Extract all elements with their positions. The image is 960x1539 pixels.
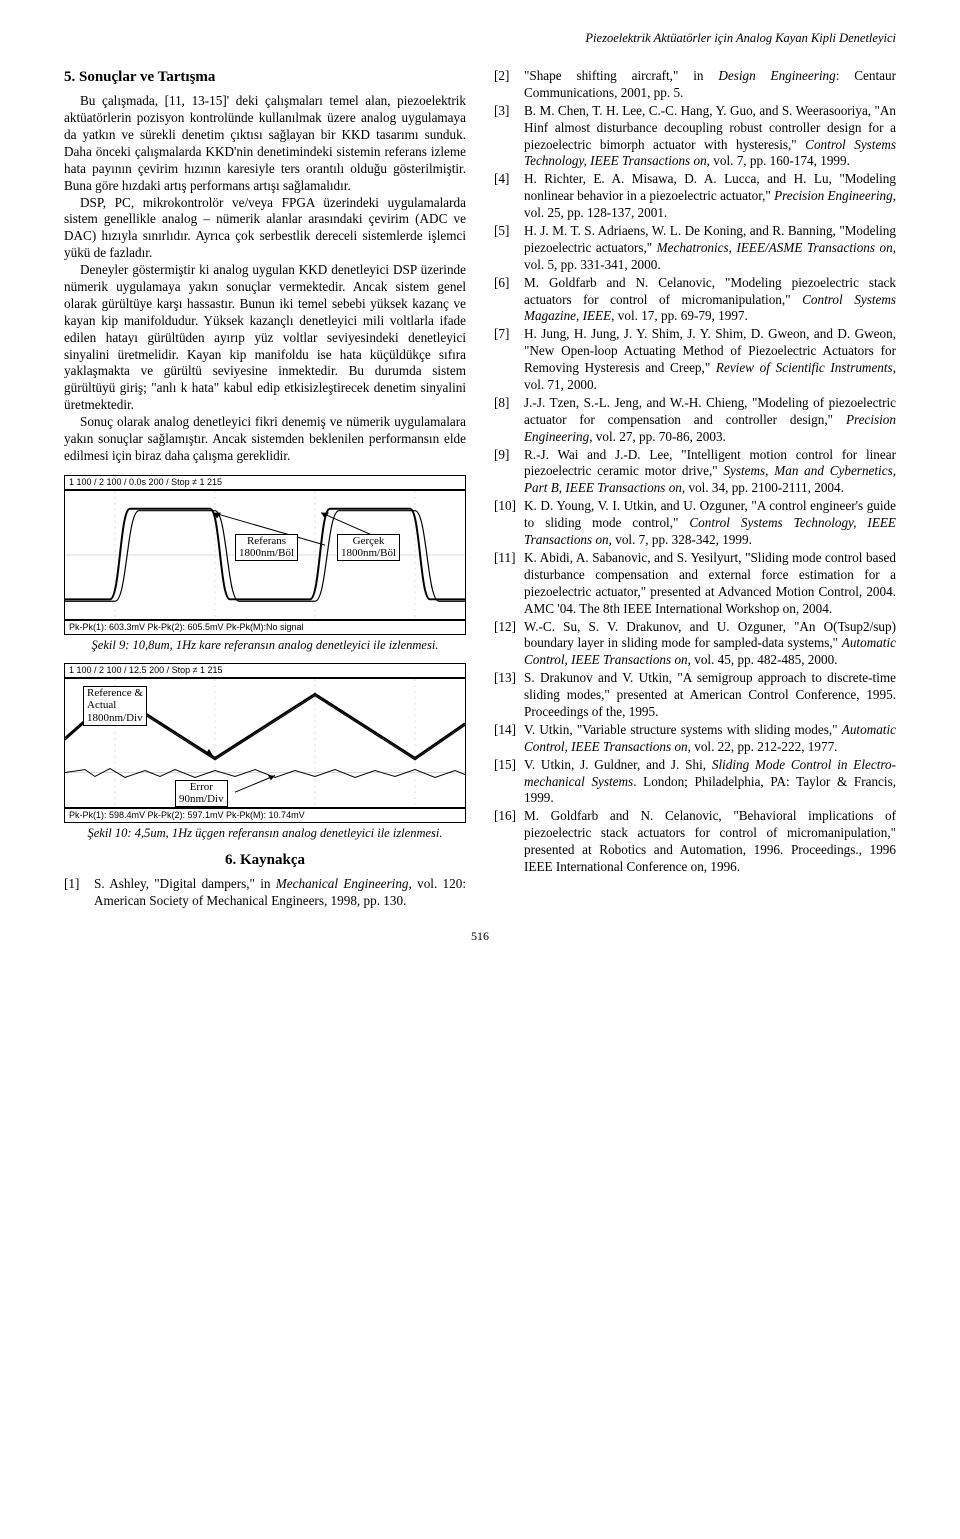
ref-text: , vol. 45, pp. 482-485, 2000. [688, 652, 838, 667]
references-left: [1] S. Ashley, "Digital dampers," in Mec… [64, 876, 466, 910]
ref-text: V. Utkin, J. Guldner, and J. Shi, [524, 757, 712, 772]
ref-journal: Mechanical Engineering [276, 876, 409, 891]
ref-text: S. Drakunov and V. Utkin, "A semigroup a… [524, 670, 896, 719]
paragraph-4: Sonuç olarak analog denetleyici fikri de… [64, 414, 466, 465]
paragraph-1: Bu çalışmada, [11, 13-15]' deki çalışmal… [64, 93, 466, 194]
reference-15: [15] V. Utkin, J. Guldner, and J. Shi, S… [494, 757, 896, 808]
figure-10-annot-error: Error90nm/Div [175, 780, 228, 807]
ref-text: M. Goldfarb and N. Celanovic, "Behaviora… [524, 808, 896, 874]
section-6-heading: 6. Kaynakça [64, 851, 466, 870]
ref-text: S. Ashley, "Digital dampers," in [94, 876, 276, 891]
page: Piezoelektrik Aktüatörler için Analog Ka… [0, 0, 960, 1539]
figure-10: 1 100 / 2 100 / 12.5 200 / Stop ≠ 1 215 [64, 663, 466, 841]
figure-10-annot-ref-actual: Reference &Actual1800nm/Div [83, 686, 147, 726]
ref-text: , vol. 7, pp. 160-174, 1999. [707, 153, 850, 168]
reference-14: [14] V. Utkin, "Variable structure syste… [494, 722, 896, 756]
figure-9-annot-ref: Referans1800nm/Böl [235, 534, 298, 561]
ref-text: , vol. 27, pp. 70-86, 2003. [589, 429, 726, 444]
figure-9-caption: Şekil 9: 10,8um, 1Hz kare referansın ana… [64, 637, 466, 653]
ref-text: , vol. 17, pp. 69-79, 1997. [611, 308, 748, 323]
figure-9: 1 100 / 2 100 / 0.0s 200 / Stop ≠ 1 215 [64, 475, 466, 653]
figure-9-scope-footer: Pk-Pk(1): 603.3mV Pk-Pk(2): 605.5mV Pk-P… [65, 620, 465, 634]
reference-10: [10] K. D. Young, V. I. Utkin, and U. Oz… [494, 498, 896, 549]
section-5-heading: 5. Sonuçlar ve Tartışma [64, 68, 466, 87]
reference-5: [5] H. J. M. T. S. Adriaens, W. L. De Ko… [494, 223, 896, 274]
ref-text: V. Utkin, "Variable structure systems wi… [524, 722, 842, 737]
page-number: 516 [64, 929, 896, 944]
ref-text: "Shape shifting aircraft," in [524, 68, 718, 83]
reference-11: [11] K. Abidi, A. Sabanovic, and S. Yesi… [494, 550, 896, 618]
left-column: 5. Sonuçlar ve Tartışma Bu çalışmada, [1… [64, 68, 466, 911]
ref-journal: Precision Engineering [774, 188, 893, 203]
figure-10-scope-header: 1 100 / 2 100 / 12.5 200 / Stop ≠ 1 215 [65, 664, 465, 678]
ref-journal: Mechatronics, IEEE/ASME Transactions on [657, 240, 893, 255]
figure-10-caption: Şekil 10: 4,5um, 1Hz üçgen referansın an… [64, 825, 466, 841]
figure-10-scope: 1 100 / 2 100 / 12.5 200 / Stop ≠ 1 215 [64, 663, 466, 823]
figure-9-annot-actual: Gerçek1800nm/Böl [337, 534, 400, 561]
figure-10-scope-footer: Pk-Pk(1): 598.4mV Pk-Pk(2): 597.1mV Pk-P… [65, 808, 465, 822]
paragraph-2: DSP, PC, mikrokontrolör ve/veya FPGA üze… [64, 195, 466, 263]
ref-text: , vol. 34, pp. 2100-2111, 2004. [682, 480, 844, 495]
right-column: [2] "Shape shifting aircraft," in Design… [494, 68, 896, 911]
reference-13: [13] S. Drakunov and V. Utkin, "A semigr… [494, 670, 896, 721]
reference-4: [4] H. Richter, E. A. Misawa, D. A. Lucc… [494, 171, 896, 222]
reference-6: [6] M. Goldfarb and N. Celanovic, "Model… [494, 275, 896, 326]
reference-2: [2] "Shape shifting aircraft," in Design… [494, 68, 896, 102]
two-column-layout: 5. Sonuçlar ve Tartışma Bu çalışmada, [1… [64, 68, 896, 911]
running-head: Piezoelektrik Aktüatörler için Analog Ka… [64, 30, 896, 46]
ref-text: K. Abidi, A. Sabanovic, and S. Yesilyurt… [524, 550, 896, 616]
reference-8: [8] J.-J. Tzen, S.-L. Jeng, and W.-H. Ch… [494, 395, 896, 446]
reference-7: [7] H. Jung, H. Jung, J. Y. Shim, J. Y. … [494, 326, 896, 394]
reference-16: [16] M. Goldfarb and N. Celanovic, "Beha… [494, 808, 896, 876]
ref-journal: Design Engineering [718, 68, 835, 83]
reference-1: [1] S. Ashley, "Digital dampers," in Mec… [64, 876, 466, 910]
references-right: [2] "Shape shifting aircraft," in Design… [494, 68, 896, 876]
reference-3: [3] B. M. Chen, T. H. Lee, C.-C. Hang, Y… [494, 103, 896, 171]
ref-text: W.-C. Su, S. V. Drakunov, and U. Ozguner… [524, 619, 896, 651]
paragraph-3: Deneyler göstermiştir ki analog uygulan … [64, 262, 466, 414]
reference-9: [9] R.-J. Wai and J.-D. Lee, "Intelligen… [494, 447, 896, 498]
ref-text: , vol. 7, pp. 328-342, 1999. [609, 532, 752, 547]
figure-9-scope-header: 1 100 / 2 100 / 0.0s 200 / Stop ≠ 1 215 [65, 476, 465, 490]
reference-12: [12] W.-C. Su, S. V. Drakunov, and U. Oz… [494, 619, 896, 670]
ref-text: J.-J. Tzen, S.-L. Jeng, and W.-H. Chieng… [524, 395, 896, 427]
ref-text: , vol. 22, pp. 212-222, 1977. [688, 739, 838, 754]
ref-journal: Review of Scientific Instruments [716, 360, 893, 375]
figure-9-scope: 1 100 / 2 100 / 0.0s 200 / Stop ≠ 1 215 [64, 475, 466, 635]
